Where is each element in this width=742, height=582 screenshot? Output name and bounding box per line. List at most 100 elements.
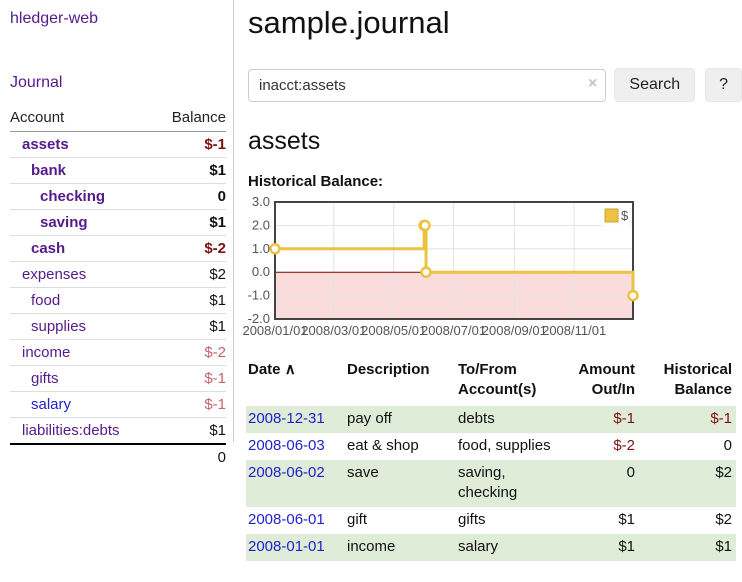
account-balance: $-1: [154, 131, 226, 158]
register-description: save: [345, 460, 456, 507]
account-balance: $-2: [154, 339, 226, 366]
register-amount: $-1: [560, 406, 639, 433]
account-balance: $-2: [154, 235, 226, 262]
account-row: liabilities:debts $1: [10, 417, 226, 445]
register-balance: 0: [723, 437, 732, 454]
sidebar-item-journal[interactable]: Journal: [10, 74, 63, 91]
account-link[interactable]: income: [22, 344, 71, 361]
register-accounts: food, supplies: [458, 437, 551, 454]
data-point-marker: [419, 219, 431, 232]
account-row: cash $-2: [10, 235, 226, 262]
y-axis-tick-label: 1.0: [252, 241, 270, 256]
register-header-balance: Historical Balance: [663, 361, 732, 398]
register-row: 2008-01-01 income salary $1 $1: [246, 534, 736, 561]
register-amount: $1: [618, 511, 635, 528]
register-row: 2008-12-31 pay off debts $-1 $-1: [246, 406, 736, 433]
x-axis-tick-label: 2008/07/01: [421, 323, 486, 338]
accounts-table: Account Balance assets $-1 bank $1 checking 0…: [10, 106, 226, 470]
transaction-date-link[interactable]: 2008-01-01: [248, 538, 325, 555]
account-balance: $-1: [154, 365, 226, 392]
x-axis-tick-label: 2008/01/01: [242, 323, 307, 338]
register-description: pay off: [345, 406, 456, 433]
data-point-marker: [420, 266, 432, 278]
accounts-header-balance: Balance: [154, 106, 226, 132]
register-balance: $2: [715, 511, 732, 528]
register-row: 2008-06-01 gift gifts $1 $2: [246, 507, 736, 534]
register-row: 2008-06-02 save saving, checking 0 $2: [246, 460, 736, 507]
account-balance: $-1: [154, 391, 226, 418]
account-balance: 0: [154, 183, 226, 210]
register-header-date[interactable]: Date ∧: [248, 361, 296, 378]
register-row: 2008-06-03 eat & shop food, supplies $-2 0: [246, 433, 736, 460]
historical-balance-chart: $3.0 2.0 1.0 0.0 -1.0 -2.0 2008/01/01 2008/03/0…: [242, 194, 742, 339]
transaction-date-link[interactable]: 2008-06-01: [248, 511, 325, 528]
account-link[interactable]: cash: [31, 240, 66, 257]
search-box: ×: [248, 68, 607, 102]
search-input[interactable]: [248, 68, 607, 102]
accounts-total-row: 0: [10, 443, 226, 470]
accounts-total-value: 0: [154, 443, 226, 470]
account-row: gifts $-1: [10, 365, 226, 392]
search-button[interactable]: Search: [614, 68, 696, 102]
account-balance: $1: [154, 313, 226, 340]
account-link[interactable]: bank: [31, 162, 67, 179]
account-row: saving $1: [10, 209, 226, 236]
y-axis-tick-label: -1.0: [248, 288, 270, 303]
account-link[interactable]: saving: [40, 214, 88, 231]
account-row: salary $-1: [10, 391, 226, 418]
register-amount: $1: [560, 534, 639, 561]
register-balance: $2: [639, 460, 736, 507]
account-heading: assets: [248, 127, 321, 155]
account-row: food $1: [10, 287, 226, 314]
account-link[interactable]: supplies: [31, 318, 87, 335]
x-axis-tick-label: 2008/03/01: [301, 323, 366, 338]
account-link[interactable]: expenses: [22, 266, 87, 283]
transaction-date-link[interactable]: 2008-06-03: [248, 437, 325, 454]
account-link[interactable]: gifts: [31, 370, 59, 387]
transaction-date-link[interactable]: 2008-06-02: [248, 464, 325, 481]
data-point-marker: [269, 243, 281, 255]
account-row: supplies $1: [10, 313, 226, 340]
y-axis-tick-label: 3.0: [252, 194, 270, 209]
register-accounts: salary: [456, 534, 560, 561]
register-accounts: gifts: [458, 511, 486, 528]
register-accounts: saving, checking: [456, 460, 560, 507]
clear-search-icon[interactable]: ×: [588, 74, 598, 92]
register-amount: 0: [560, 460, 639, 507]
account-row: checking 0: [10, 183, 226, 210]
register-header-description: Description: [347, 361, 430, 378]
x-axis-tick-label: 2008/05/01: [361, 323, 426, 338]
register-description: gift: [347, 511, 368, 528]
register-balance: $1: [639, 534, 736, 561]
account-link[interactable]: assets: [22, 136, 69, 153]
page-title: sample.journal: [248, 5, 450, 40]
account-link[interactable]: checking: [40, 188, 106, 205]
account-balance: $1: [154, 287, 226, 314]
register-table: Date ∧ Description To/From Account(s) Am…: [246, 358, 736, 561]
sidebar: hledger-web Journal Account Balance asse…: [0, 0, 234, 470]
account-link[interactable]: food: [31, 292, 61, 309]
app-title-link[interactable]: hledger-web: [10, 10, 99, 27]
x-axis-tick-label: 2008/11/01: [542, 323, 606, 338]
account-row: income $-2: [10, 339, 226, 366]
sort-ascending-icon: ∧: [284, 361, 296, 378]
account-link[interactable]: liabilities:debts: [22, 422, 120, 439]
x-axis-tick-label: 2008/09/01: [482, 323, 547, 338]
account-row: bank $1: [10, 157, 226, 184]
account-link[interactable]: salary: [31, 396, 72, 413]
accounts-header-account: Account: [10, 106, 155, 132]
account-balance: $2: [154, 261, 226, 288]
y-axis-tick-label: 2.0: [252, 217, 270, 232]
register-description: income: [345, 534, 456, 561]
register-header-amount: Amount Out/In: [578, 361, 635, 398]
transaction-date-link[interactable]: 2008-12-31: [248, 410, 325, 427]
help-button[interactable]: ?: [705, 68, 742, 102]
legend-swatch: [604, 208, 619, 223]
account-row: expenses $2: [10, 261, 226, 288]
register-description: eat & shop: [347, 437, 419, 454]
account-balance: $1: [154, 417, 226, 445]
y-axis-tick-label: -2.0: [248, 311, 270, 326]
account-row: assets $-1: [10, 131, 226, 158]
register-amount: $-2: [613, 437, 635, 454]
